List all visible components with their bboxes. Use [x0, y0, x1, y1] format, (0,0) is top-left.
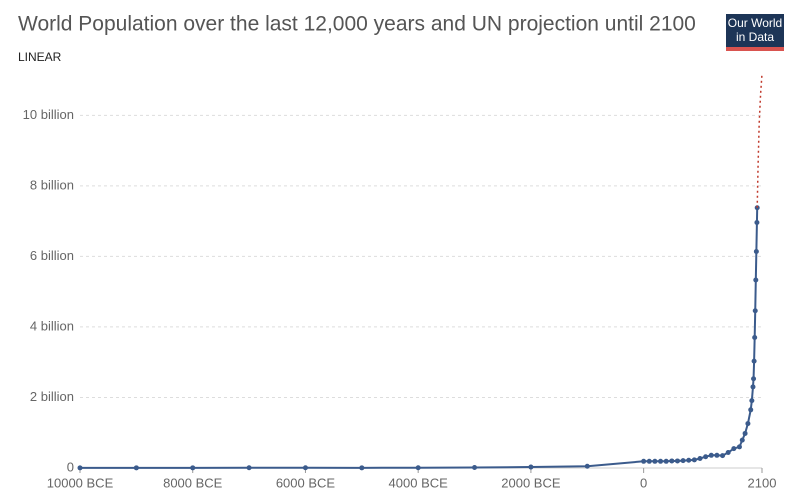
logo-text: in Data — [736, 30, 774, 44]
point — [753, 248, 759, 254]
line — [756, 73, 763, 208]
point — [752, 308, 758, 314]
point — [133, 465, 139, 471]
point — [680, 458, 686, 464]
x-tick-label: 6000 BCE — [276, 475, 336, 490]
point — [584, 463, 590, 469]
logo-box — [726, 14, 784, 48]
point — [302, 465, 308, 471]
point — [750, 384, 756, 390]
y-tick-label: 2 billion — [30, 389, 74, 404]
x-tick-label: 2000 BCE — [501, 475, 561, 490]
point — [528, 464, 534, 470]
point — [246, 465, 252, 471]
point — [663, 458, 669, 464]
point — [190, 465, 196, 471]
point — [714, 452, 720, 458]
point — [415, 465, 421, 471]
point — [752, 335, 758, 341]
point — [472, 465, 478, 471]
y-tick-label: 10 billion — [23, 107, 74, 122]
point — [742, 430, 748, 436]
point — [669, 458, 675, 464]
logo-stripe — [726, 47, 784, 51]
y-tick-label: 4 billion — [30, 318, 74, 333]
y-tick-label: 6 billion — [30, 248, 74, 263]
scale-label: LINEAR — [18, 50, 62, 64]
x-tick-label: 10000 BCE — [47, 475, 114, 490]
point — [745, 421, 751, 427]
point — [739, 437, 745, 443]
point — [751, 358, 757, 364]
chart-title: World Population over the last 12,000 ye… — [18, 13, 696, 36]
x-tick-label: 0 — [640, 475, 647, 490]
point — [749, 398, 755, 404]
point — [646, 458, 652, 464]
logo-text: Our World — [728, 16, 782, 30]
point — [674, 458, 680, 464]
point — [652, 458, 658, 464]
point — [731, 446, 737, 452]
point — [725, 449, 731, 455]
point — [697, 455, 703, 461]
point — [686, 457, 692, 463]
point — [703, 454, 709, 460]
point — [736, 444, 742, 450]
y-tick-label: 0 — [67, 459, 74, 474]
x-tick-label: 4000 BCE — [389, 475, 449, 490]
point — [753, 277, 759, 283]
point — [691, 457, 697, 463]
point — [708, 452, 714, 458]
point — [359, 465, 365, 471]
point — [751, 376, 757, 382]
point — [658, 458, 664, 464]
line — [79, 207, 759, 469]
y-tick-label: 8 billion — [30, 177, 74, 192]
x-tick-label: 2100 — [748, 475, 777, 490]
point — [77, 465, 83, 471]
point — [641, 458, 647, 464]
point — [720, 453, 726, 459]
x-tick-label: 8000 BCE — [163, 475, 223, 490]
point — [754, 220, 760, 226]
point — [748, 407, 754, 413]
